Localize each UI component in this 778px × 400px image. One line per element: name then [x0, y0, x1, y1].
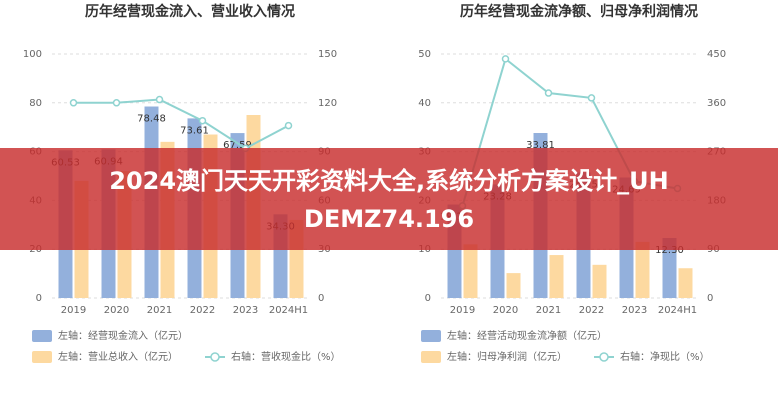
- value-label: 67.59: [223, 140, 252, 151]
- x-tick-label: 2020: [493, 305, 518, 316]
- x-tick-label: 2023: [233, 305, 258, 316]
- y-tick-label: 80: [29, 98, 42, 109]
- y-tick-label: 40: [418, 98, 431, 109]
- line-point: [112, 99, 121, 107]
- legend-label: 左轴：经营现金流入（亿元）: [58, 329, 188, 342]
- y-tick-label: 100: [23, 49, 42, 60]
- legend-swatch: [210, 352, 220, 362]
- x-tick-label: 2021: [536, 305, 561, 316]
- y-tick-label: 0: [425, 293, 431, 304]
- y2-tick-label: 360: [707, 98, 726, 109]
- value-label: 12.30: [655, 245, 684, 256]
- y2-tick-label: 0: [318, 293, 324, 304]
- bar: [549, 255, 564, 298]
- line-point: [544, 89, 553, 97]
- x-tick-label: 2022: [190, 305, 215, 316]
- x-tick-label: 2019: [61, 305, 86, 316]
- legend-label: 左轴：归母净利润（亿元）: [447, 350, 567, 363]
- line-point: [587, 94, 596, 102]
- x-tick-label: 2022: [579, 305, 604, 316]
- legend-swatch: [599, 352, 609, 362]
- legend-swatch: [421, 330, 441, 342]
- legend-swatch: [32, 330, 52, 342]
- line-point: [155, 95, 164, 104]
- banner-line: DEMZ74.196: [304, 205, 474, 233]
- line-point: [501, 55, 510, 63]
- bar: [463, 244, 478, 298]
- y2-tick-label: 0: [707, 293, 713, 304]
- banner-line: 2024澳门天天开彩资料大全,系统分析方案设计_UH: [109, 167, 669, 195]
- bar: [678, 268, 693, 298]
- bar: [592, 264, 607, 298]
- y2-tick-label: 120: [318, 98, 337, 109]
- legend-swatch: [32, 351, 52, 363]
- line-point: [284, 121, 293, 130]
- line-point: [69, 99, 78, 107]
- legend-label: 右轴：净现比（%）: [620, 350, 710, 363]
- x-tick-label: 2024H1: [658, 305, 697, 316]
- legend-label: 左轴：经营活动现金流净额（亿元）: [447, 329, 607, 342]
- chart-title: 历年经营现金流净额、归母净利润情况: [460, 3, 698, 20]
- legend-label: 右轴：营收现金比（%）: [231, 350, 341, 363]
- legend-label: 左轴：营业总收入（亿元）: [58, 350, 178, 363]
- legend-swatch: [421, 351, 441, 363]
- value-label: 33.81: [526, 140, 555, 151]
- x-tick-label: 2019: [450, 305, 475, 316]
- line: [73, 98, 289, 150]
- line-point: [198, 116, 207, 125]
- chart-title: 历年经营现金流入、营业收入情况: [85, 3, 295, 20]
- y-tick-label: 50: [418, 49, 431, 60]
- y2-tick-label: 150: [318, 49, 337, 60]
- x-tick-label: 2023: [622, 305, 647, 316]
- bar: [662, 237, 677, 298]
- value-label: 73.61: [180, 125, 209, 136]
- value-label: 78.48: [137, 114, 166, 125]
- x-tick-label: 2021: [147, 305, 172, 316]
- banner: [0, 148, 778, 250]
- bar: [635, 241, 650, 298]
- y-tick-label: 0: [36, 293, 42, 304]
- y2-tick-label: 450: [707, 49, 726, 60]
- bar: [506, 273, 521, 298]
- x-tick-label: 2024H1: [269, 305, 308, 316]
- x-tick-label: 2020: [104, 305, 129, 316]
